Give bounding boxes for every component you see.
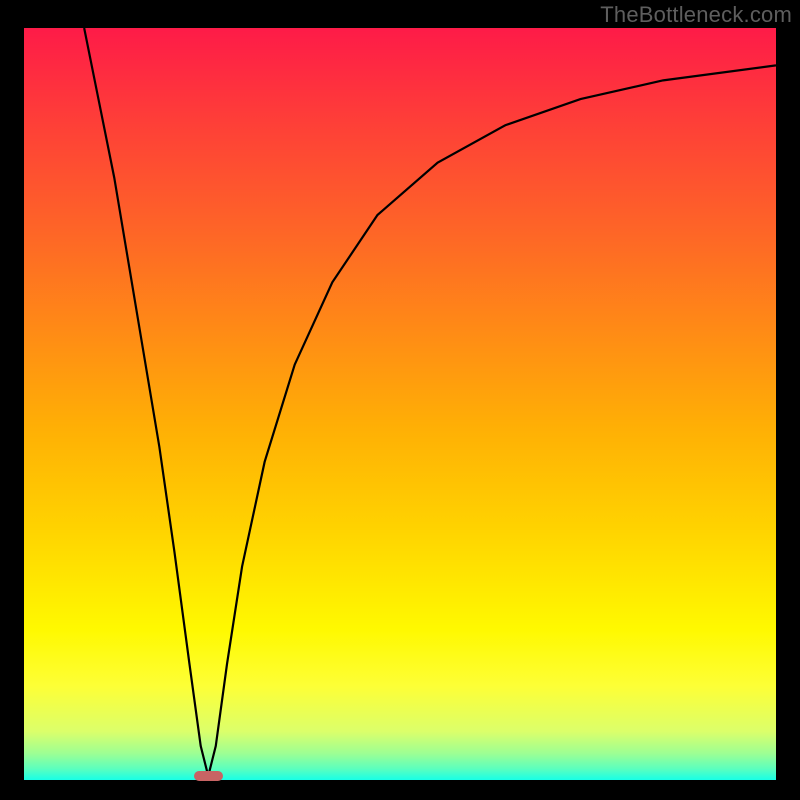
bottleneck-curve bbox=[24, 28, 776, 776]
bottleneck-chart: TheBottleneck.com bbox=[0, 0, 800, 800]
watermark-text: TheBottleneck.com bbox=[600, 2, 792, 28]
plot-area bbox=[24, 28, 776, 776]
optimal-marker bbox=[194, 771, 223, 781]
